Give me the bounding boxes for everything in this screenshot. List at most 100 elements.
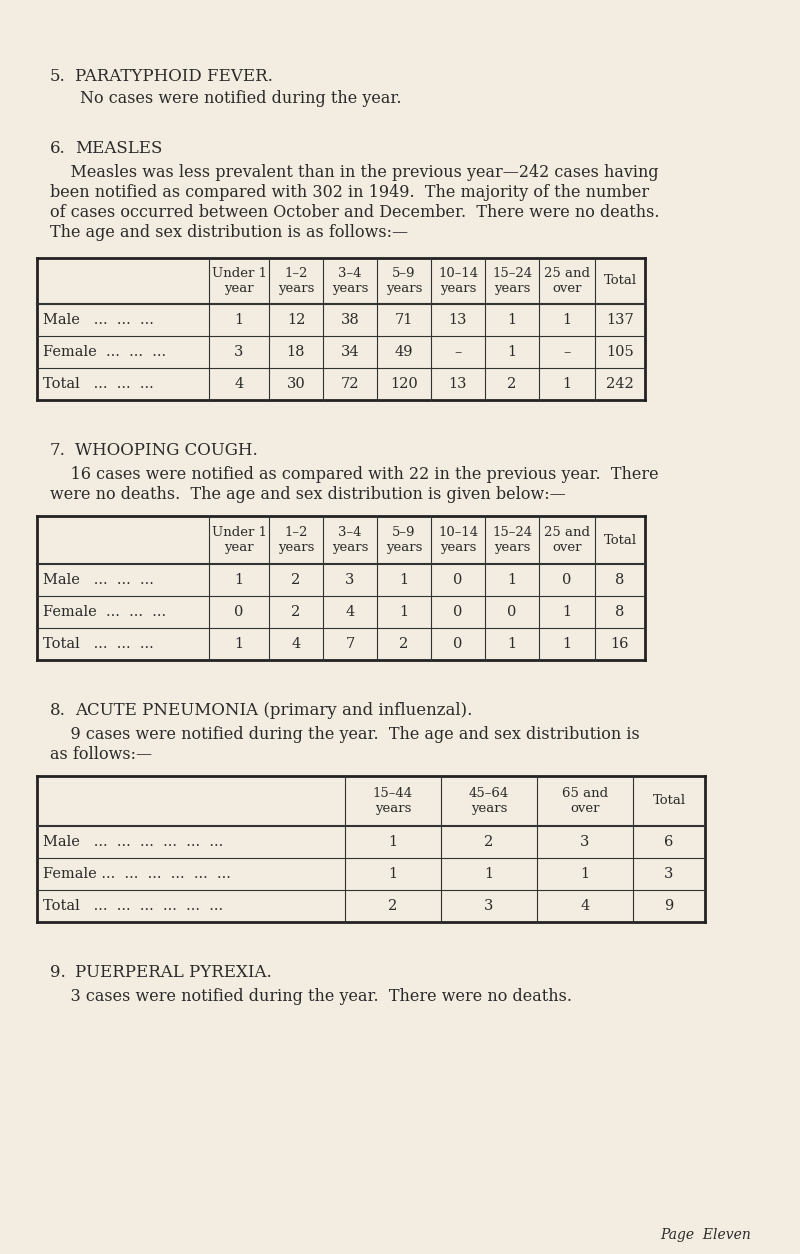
- Text: Total   ...  ...  ...  ...  ...  ...: Total ... ... ... ... ... ...: [43, 899, 223, 913]
- Text: Total   ...  ...  ...: Total ... ... ...: [43, 637, 154, 651]
- Text: 25 and
over: 25 and over: [544, 267, 590, 295]
- Text: Male   ...  ...  ...: Male ... ... ...: [43, 314, 154, 327]
- Text: 1: 1: [562, 314, 571, 327]
- Text: Female  ...  ...  ...: Female ... ... ...: [43, 604, 166, 619]
- Text: 71: 71: [395, 314, 413, 327]
- Text: 1: 1: [234, 573, 243, 587]
- Text: –: –: [563, 345, 570, 359]
- Text: 2: 2: [388, 899, 398, 913]
- Text: MEASLES: MEASLES: [75, 140, 162, 157]
- Text: 10–14
years: 10–14 years: [438, 267, 478, 295]
- Text: –: –: [454, 345, 462, 359]
- Text: Male   ...  ...  ...: Male ... ... ...: [43, 573, 154, 587]
- Text: 8: 8: [615, 573, 625, 587]
- Text: 2: 2: [291, 573, 301, 587]
- Text: 5–9
years: 5–9 years: [386, 525, 422, 554]
- Text: 4: 4: [580, 899, 590, 913]
- Text: 0: 0: [454, 604, 462, 619]
- Text: 7: 7: [346, 637, 354, 651]
- Text: 45–64
years: 45–64 years: [469, 788, 509, 815]
- Text: 3: 3: [664, 867, 674, 882]
- Text: The age and sex distribution is as follows:—: The age and sex distribution is as follo…: [50, 224, 408, 241]
- Text: 38: 38: [341, 314, 359, 327]
- Text: 16 cases were notified as compared with 22 in the previous year.  There: 16 cases were notified as compared with …: [50, 466, 658, 483]
- Text: 15–24
years: 15–24 years: [492, 267, 532, 295]
- Text: Male   ...  ...  ...  ...  ...  ...: Male ... ... ... ... ... ...: [43, 835, 223, 849]
- Text: 15–44
years: 15–44 years: [373, 788, 413, 815]
- Text: 9: 9: [664, 899, 674, 913]
- Text: 1: 1: [399, 573, 409, 587]
- Text: 3: 3: [580, 835, 590, 849]
- Text: 3: 3: [346, 573, 354, 587]
- Text: 16: 16: [610, 637, 630, 651]
- Text: as follows:—: as follows:—: [50, 746, 152, 762]
- Text: 9 cases were notified during the year.  The age and sex distribution is: 9 cases were notified during the year. T…: [50, 726, 640, 744]
- Text: 1: 1: [399, 604, 409, 619]
- Text: 3–4
years: 3–4 years: [332, 525, 368, 554]
- Text: Total   ...  ...  ...: Total ... ... ...: [43, 377, 154, 391]
- Text: PUERPERAL PYREXIA.: PUERPERAL PYREXIA.: [75, 964, 272, 981]
- Text: Female ...  ...  ...  ...  ...  ...: Female ... ... ... ... ... ...: [43, 867, 231, 882]
- Text: ACUTE PNEUMONIA (primary and influenzal).: ACUTE PNEUMONIA (primary and influenzal)…: [75, 702, 472, 719]
- Text: 49: 49: [394, 345, 414, 359]
- Text: 1: 1: [389, 867, 398, 882]
- Text: 2: 2: [484, 835, 494, 849]
- Text: 1: 1: [485, 867, 494, 882]
- Text: 13: 13: [449, 314, 467, 327]
- Text: 13: 13: [449, 377, 467, 391]
- Text: 9.: 9.: [50, 964, 66, 981]
- Text: 1–2
years: 1–2 years: [278, 267, 314, 295]
- Text: 1: 1: [507, 345, 517, 359]
- Text: 25 and
over: 25 and over: [544, 525, 590, 554]
- Text: Female  ...  ...  ...: Female ... ... ...: [43, 345, 166, 359]
- Text: 34: 34: [341, 345, 359, 359]
- Text: 1: 1: [562, 377, 571, 391]
- Text: 1: 1: [507, 573, 517, 587]
- Text: 0: 0: [454, 573, 462, 587]
- Text: 1: 1: [562, 637, 571, 651]
- Text: 1: 1: [234, 637, 243, 651]
- Text: 3: 3: [234, 345, 244, 359]
- Text: Total: Total: [603, 533, 637, 547]
- Text: 3–4
years: 3–4 years: [332, 267, 368, 295]
- Text: 1: 1: [234, 314, 243, 327]
- Text: 1: 1: [507, 314, 517, 327]
- Text: 4: 4: [291, 637, 301, 651]
- Text: Under 1
year: Under 1 year: [211, 267, 266, 295]
- Text: 4: 4: [234, 377, 244, 391]
- Text: 2: 2: [291, 604, 301, 619]
- Text: 4: 4: [346, 604, 354, 619]
- Text: 65 and
over: 65 and over: [562, 788, 608, 815]
- Text: 242: 242: [606, 377, 634, 391]
- Text: 1: 1: [562, 604, 571, 619]
- Text: 0: 0: [507, 604, 517, 619]
- Text: 105: 105: [606, 345, 634, 359]
- Text: WHOOPING COUGH.: WHOOPING COUGH.: [75, 441, 258, 459]
- Text: 3: 3: [484, 899, 494, 913]
- Text: 0: 0: [454, 637, 462, 651]
- Text: been notified as compared with 302 in 1949.  The majority of the number: been notified as compared with 302 in 19…: [50, 184, 649, 201]
- Text: 5.: 5.: [50, 68, 66, 85]
- Text: 137: 137: [606, 314, 634, 327]
- Text: 2: 2: [399, 637, 409, 651]
- Text: Under 1
year: Under 1 year: [211, 525, 266, 554]
- Text: 0: 0: [234, 604, 244, 619]
- Text: 1: 1: [389, 835, 398, 849]
- Text: 0: 0: [562, 573, 572, 587]
- Text: No cases were notified during the year.: No cases were notified during the year.: [80, 90, 402, 107]
- Text: 120: 120: [390, 377, 418, 391]
- Text: 12: 12: [287, 314, 305, 327]
- Text: PARATYPHOID FEVER.: PARATYPHOID FEVER.: [75, 68, 273, 85]
- Text: Total: Total: [603, 275, 637, 287]
- Text: 10–14
years: 10–14 years: [438, 525, 478, 554]
- Text: 6.: 6.: [50, 140, 66, 157]
- Text: 1: 1: [507, 637, 517, 651]
- Text: 72: 72: [341, 377, 359, 391]
- Text: Total: Total: [653, 795, 686, 808]
- Text: were no deaths.  The age and sex distribution is given below:—: were no deaths. The age and sex distribu…: [50, 487, 566, 503]
- Text: 15–24
years: 15–24 years: [492, 525, 532, 554]
- Text: 8: 8: [615, 604, 625, 619]
- Text: 1–2
years: 1–2 years: [278, 525, 314, 554]
- Text: 1: 1: [581, 867, 590, 882]
- Text: 5–9
years: 5–9 years: [386, 267, 422, 295]
